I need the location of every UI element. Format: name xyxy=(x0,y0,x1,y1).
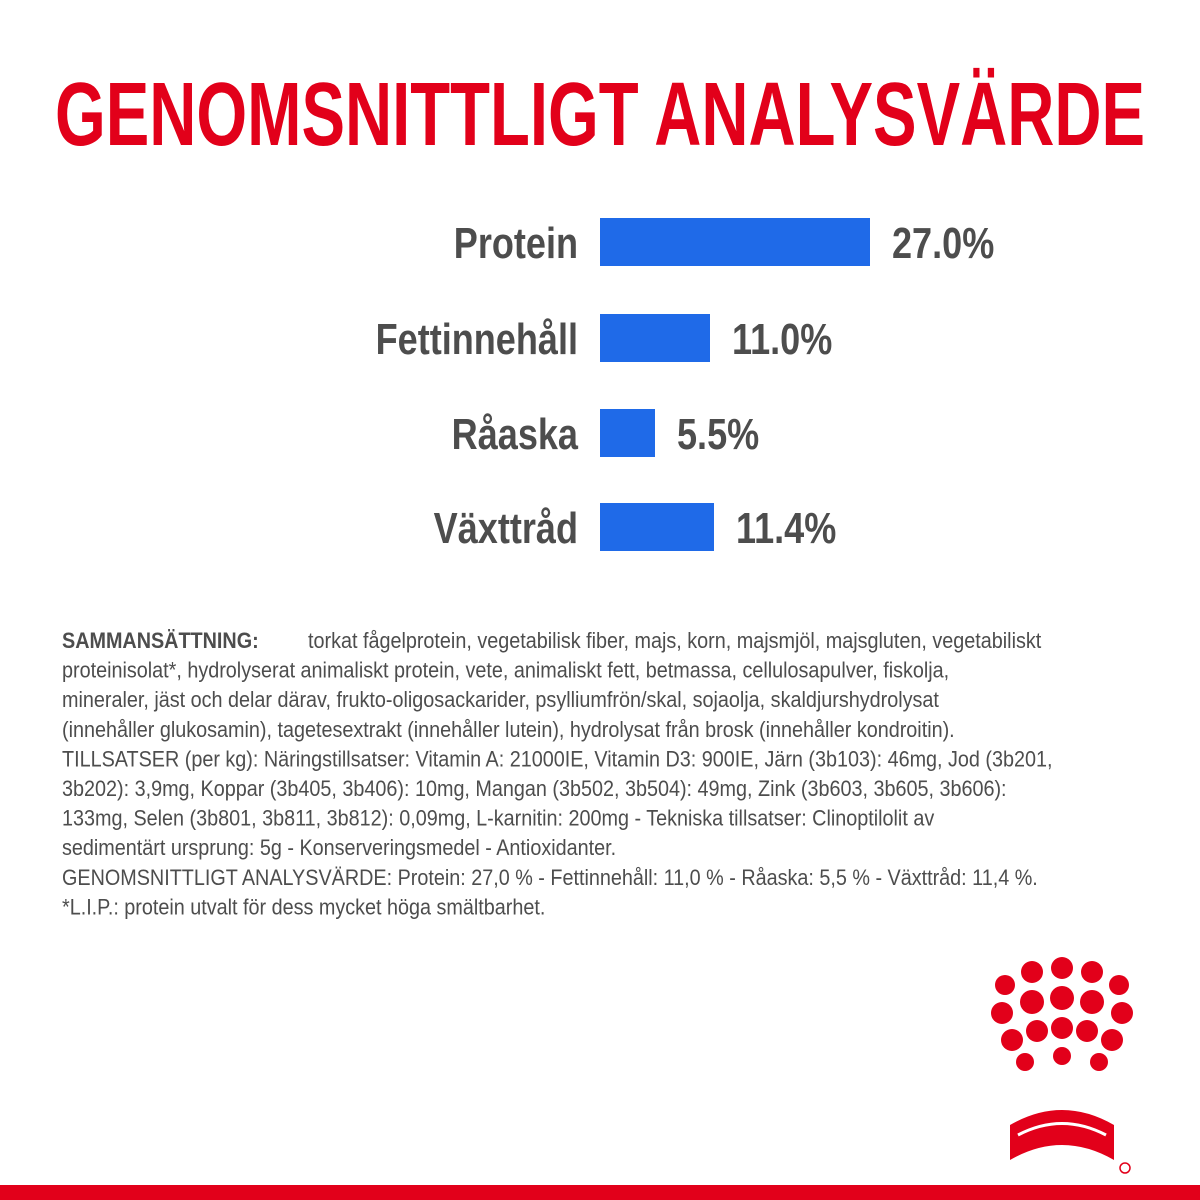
composition-line: GENOMSNITTLIGT ANALYSVÄRDE: Protein: 27,… xyxy=(62,866,1038,890)
composition-line: mineraler, jäst och delar därav, frukto-… xyxy=(62,688,939,712)
value-label: 5.5% xyxy=(677,410,759,459)
composition-line: *L.I.P.: protein utvalt för dess mycket … xyxy=(62,895,545,919)
composition-line: (innehåller glukosamin), tagetesextrakt … xyxy=(62,718,955,742)
category-label: Protein xyxy=(454,219,578,268)
value-label: 11.0% xyxy=(732,315,832,364)
composition-line: proteinisolat*, hydrolyserat animaliskt … xyxy=(62,659,949,683)
composition-line: torkat fågelprotein, vegetabilisk fiber,… xyxy=(308,629,1041,653)
composition-text: SAMMANSÄTTNING: torkat fågelprotein, vege… xyxy=(62,629,1053,920)
composition-line: 3b202): 3,9mg, Koppar (3b405, 3b406): 10… xyxy=(62,777,1007,801)
composition-label: SAMMANSÄTTNING: xyxy=(62,629,259,653)
bar xyxy=(600,314,710,362)
bar xyxy=(600,218,870,266)
logo xyxy=(991,957,1133,1174)
bar-chart: Protein 27.0% Fettinnehåll 11.0% Råaska 5.5% V… xyxy=(376,218,994,553)
composition-line: TILLSATSER (per kg): Näringstillsatser: … xyxy=(62,747,1053,771)
bar xyxy=(600,409,655,457)
composition-line: 133mg, Selen (3b801, 3b811, 3b812): 0,09… xyxy=(62,807,935,831)
title: GENOMSNITTLIGT ANALYSVÄRDE xyxy=(55,65,1145,165)
value-label: 11.4% xyxy=(736,504,836,553)
composition-line: sedimentärt ursprung: 5g - Konserverings… xyxy=(62,836,616,860)
category-label: Fettinnehåll xyxy=(376,315,578,364)
footer-bar xyxy=(0,1185,1200,1200)
category-label: Växttråd xyxy=(434,504,578,553)
bar xyxy=(600,503,714,551)
category-label: Råaska xyxy=(452,410,579,459)
value-label: 27.0% xyxy=(892,219,994,268)
